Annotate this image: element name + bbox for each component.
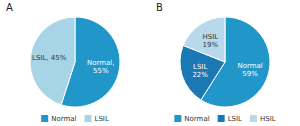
data-label-line: 59%	[242, 70, 258, 78]
legend-swatch	[41, 115, 48, 122]
data-labels: Normal,55% LSIL, 45%	[32, 54, 115, 74]
data-label: LSIL, 45%	[32, 54, 67, 62]
slices	[180, 17, 270, 107]
legend-swatch	[174, 115, 181, 122]
data-label-line: Normal,	[87, 59, 115, 67]
legend-entry: HSIL	[260, 115, 276, 123]
data-label-line: Normal	[237, 62, 262, 70]
data-label-line: LSIL, 45%	[32, 54, 67, 62]
legend: Normal LSIL HSIL	[174, 115, 275, 123]
chart-title: B	[156, 2, 163, 13]
legend-entry: Normal	[51, 115, 76, 123]
data-label-line: 22%	[192, 71, 208, 79]
legend: Normal LSIL	[41, 115, 109, 123]
pie-slice	[183, 17, 225, 62]
legend-swatch	[85, 115, 92, 122]
data-label-line: 19%	[203, 41, 219, 49]
legend-entry: LSIL	[228, 115, 242, 123]
legend-swatch	[218, 115, 225, 122]
data-labels: Normal59% LSIL22% HSIL19%	[192, 33, 262, 79]
data-label: Normal59%	[237, 62, 262, 78]
data-label: Normal,55%	[87, 59, 115, 75]
pie-panel: BNormal59%LSIL22%HSIL19%NormalLSILHSIL	[156, 2, 276, 123]
data-label: LSIL22%	[192, 63, 208, 79]
pie-panel: A Normal,55% LSIL, 45% Normal LSIL	[6, 2, 120, 123]
data-label-line: 55%	[93, 67, 109, 75]
chart-title: A	[6, 2, 13, 13]
legend-swatch	[250, 115, 257, 122]
chart-root: ANormal,55%LSIL, 45%NormalLSILBNormal59%…	[0, 0, 300, 126]
data-label-line: LSIL	[193, 63, 207, 71]
pie-slice	[30, 17, 75, 105]
legend-entry: LSIL	[95, 115, 109, 123]
slices	[30, 17, 120, 107]
legend-entry: Normal	[184, 115, 209, 123]
data-label-line: HSIL	[202, 33, 218, 41]
data-label: HSIL19%	[202, 33, 218, 49]
